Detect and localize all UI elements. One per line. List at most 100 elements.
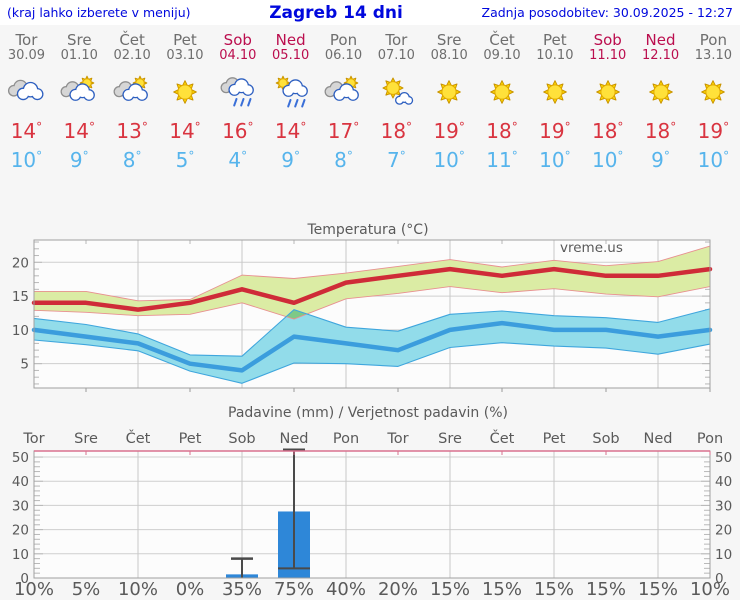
precip-probability-label: 15% [586, 579, 626, 600]
weather-icon-box [482, 75, 522, 109]
day-name: Sob [593, 31, 622, 49]
cloud-fill [243, 85, 253, 95]
max-temperature: 18° [380, 119, 413, 143]
sun-smallcloud-icon [382, 77, 414, 105]
day-date: 03.10 [166, 48, 204, 63]
temp-y-axis-label: 5 [20, 357, 29, 373]
degree-symbol: ° [564, 120, 571, 134]
day-name: Pon [699, 31, 727, 49]
rain-icon [220, 77, 254, 107]
forecast-day-column: Pon 06.10 17° 8° [317, 32, 370, 175]
forecast-day-column: Čet 02.10 13° 8° [106, 32, 159, 175]
precip-day-label: Tor [22, 431, 44, 447]
day-date: 02.10 [113, 48, 151, 63]
day-date: 09.10 [483, 48, 521, 63]
day-date: 04.10 [219, 48, 257, 63]
precip-day-label: Pet [179, 431, 202, 447]
temp-y-axis-label: 15 [12, 289, 29, 305]
precip-day-label: Pon [333, 431, 359, 447]
weather-icon-box [323, 75, 363, 109]
sun-disc [386, 81, 401, 95]
day-date: 08.10 [430, 48, 468, 63]
watermark-link[interactable]: vreme.us [560, 240, 623, 256]
cloud-fill [405, 97, 413, 104]
plot-border [33, 239, 711, 389]
min-temperature: 10° [539, 148, 571, 172]
degree-symbol: ° [36, 120, 43, 134]
max-temperature: 14° [63, 119, 95, 143]
degree-symbol: ° [663, 149, 670, 163]
temp-y-axis-label: 20 [12, 255, 29, 271]
sun-disc [277, 78, 288, 88]
precip-probability-label: 40% [326, 579, 366, 600]
min-temperature: 10° [591, 148, 624, 172]
precip-y-axis-label-right: 50 [715, 450, 732, 466]
day-date: 10.10 [536, 48, 574, 63]
sunny-icon [701, 80, 726, 104]
sunny-icon [648, 80, 673, 104]
sunny-icon [173, 80, 197, 104]
degree-symbol: ° [511, 149, 518, 163]
max-temperature: 16° [222, 119, 254, 143]
temp-y-axis-label: 10 [12, 323, 29, 339]
day-name: Pet [543, 31, 567, 49]
degree-symbol: ° [458, 120, 465, 134]
precip-plot-background [34, 451, 710, 578]
temperature-chart: Temperatura (°C) 5 10 15 20 vreme.us [12, 222, 713, 392]
precip-day-label: Sre [438, 431, 462, 447]
degree-symbol: ° [458, 149, 465, 163]
precip-probability-label: 15% [534, 579, 574, 600]
degree-symbol: ° [399, 149, 406, 163]
precip-day-label: Ned [280, 431, 309, 447]
rain-streak [246, 98, 252, 107]
rain-streak [300, 99, 306, 108]
degree-symbol: ° [135, 149, 142, 163]
min-temperature: 4° [228, 148, 248, 172]
forecast-strip: Tor 30.09 14° 10° Sre 01.10 14° 9° Čet 02.10 13° 8°… [0, 25, 740, 175]
day-date: 06.10 [324, 48, 363, 63]
min-temperature: 8° [334, 148, 353, 172]
degree-symbol: ° [247, 120, 254, 134]
precip-probability-label: 5% [72, 579, 101, 600]
precip-y-axis-label-right: 40 [715, 474, 732, 490]
forecast-day-column: Pon 13.10 19° 10° [687, 32, 740, 175]
day-name: Čet [119, 31, 145, 49]
degree-symbol: ° [82, 149, 89, 163]
max-temperature: 17° [327, 119, 360, 143]
max-temperature: 14° [274, 119, 307, 143]
max-temperature: 18° [486, 119, 518, 143]
weather-icon-box [59, 75, 99, 109]
forecast-day-column: Sre 01.10 14° 9° [53, 32, 106, 175]
max-temperature: 13° [116, 119, 148, 143]
max-temperature-line [31, 266, 713, 312]
sun-disc [600, 84, 616, 100]
cloudy-icon [8, 79, 44, 101]
rain-streak [293, 99, 299, 108]
day-date: 11.10 [589, 48, 627, 63]
precip-y-axis-label-right: 0 [715, 571, 724, 587]
precip-y-axis-label-right: 30 [715, 498, 732, 514]
precip-y-axis-label-left: 40 [12, 474, 29, 490]
min-temperature: 10° [697, 148, 730, 172]
min-temperature: 7° [386, 148, 406, 172]
forecast-day-column: Tor 30.09 14° 10° [0, 32, 53, 175]
day-name: Čet [489, 31, 515, 49]
sun-disc [177, 84, 193, 100]
cloud-fill [137, 90, 147, 100]
degree-symbol: ° [564, 149, 571, 163]
day-date: 12.10 [641, 48, 680, 63]
day-name: Sob [223, 31, 252, 49]
precip-probability-label: 15% [482, 579, 522, 600]
max-band-edge-line [33, 286, 711, 320]
degree-symbol: ° [670, 120, 677, 134]
precip-day-label: Tor [386, 431, 408, 447]
last-update-text: Zadnja posodobitev: 30.09.2025 - 12:27 [481, 5, 733, 20]
max-temperature: 18° [591, 119, 624, 143]
precip-day-label: Sob [592, 431, 619, 447]
degree-symbol: ° [406, 120, 413, 134]
forecast-day-column: Tor 07.10 18° 7° [370, 32, 423, 175]
precipitation-chart: Padavine (mm) / Verjetnost padavin (%) To… [12, 405, 732, 600]
precip-day-label: Sob [228, 431, 255, 447]
min-band-edge-line [33, 339, 711, 384]
day-name: Sre [436, 31, 462, 49]
